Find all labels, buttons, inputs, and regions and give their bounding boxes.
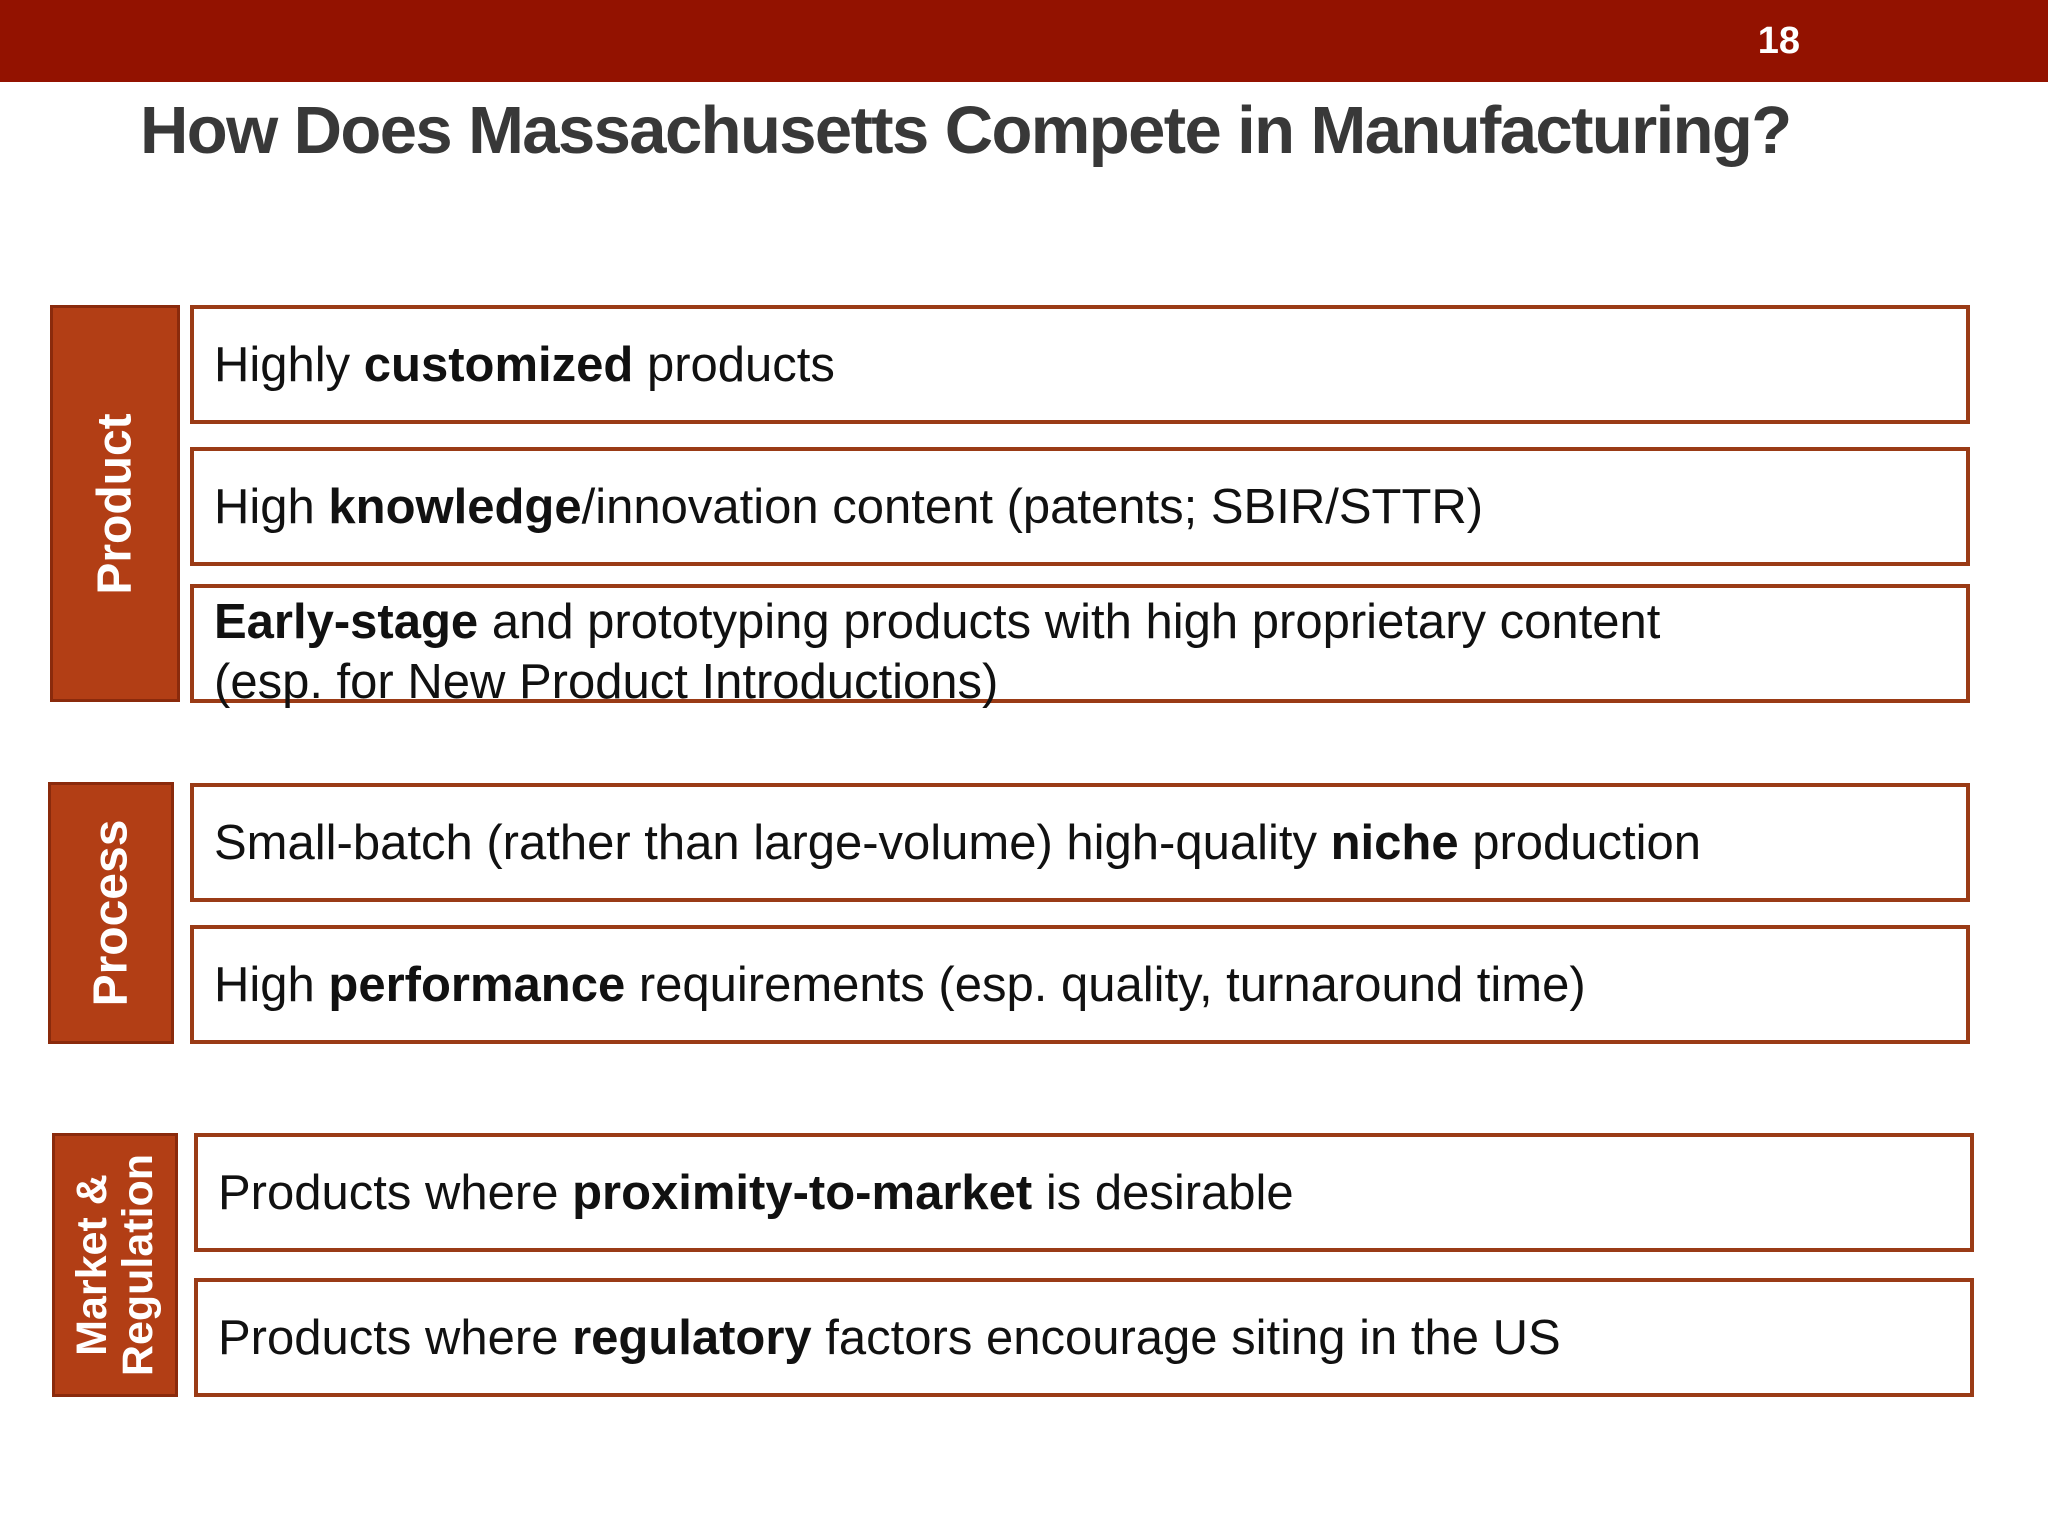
item-text: Highly customized products [214, 337, 835, 392]
item-box-niche: Small-batch (rather than large-volume) h… [190, 783, 1970, 902]
item-text: Products where proximity-to-market is de… [218, 1165, 1294, 1220]
item-text: Small-batch (rather than large-volume) h… [214, 815, 1702, 870]
slide-title: How Does Massachusetts Compete in Manufa… [140, 93, 1792, 168]
item-box-customized: Highly customized products [190, 305, 1970, 424]
category-label-product: Product [88, 412, 142, 595]
item-box-proximity: Products where proximity-to-market is de… [194, 1133, 1974, 1252]
item-box-performance: High performance requirements (esp. qual… [190, 925, 1970, 1044]
item-text: Early-stage and prototyping products wit… [214, 595, 1661, 709]
category-label-market-regulation: Market & Regulation [68, 1153, 162, 1377]
category-process: Process [48, 782, 174, 1044]
header-bar: 18 [0, 0, 2048, 82]
category-market-regulation: Market & Regulation [52, 1133, 178, 1397]
item-box-knowledge: High knowledge/innovation content (paten… [190, 447, 1970, 566]
page-number: 18 [1757, 20, 1800, 62]
item-box-early-stage: Early-stage and prototyping products wit… [190, 584, 1970, 709]
category-product: Product [50, 305, 180, 702]
item-text: High performance requirements (esp. qual… [214, 957, 1586, 1012]
category-label-process: Process [84, 819, 138, 1007]
item-box-regulatory: Products where regulatory factors encour… [194, 1278, 1974, 1397]
item-text: High knowledge/innovation content (paten… [214, 479, 1484, 534]
item-text: Products where regulatory factors encour… [218, 1310, 1561, 1365]
